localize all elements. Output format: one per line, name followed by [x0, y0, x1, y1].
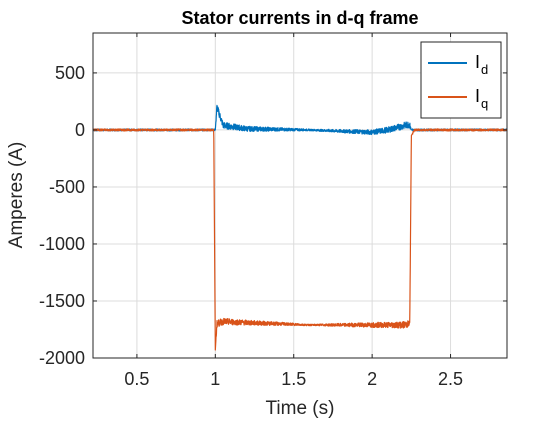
x-tick-label: 1.5 — [281, 369, 306, 389]
y-tick-label: 0 — [75, 120, 85, 140]
legend-box — [420, 41, 502, 119]
y-axis-label: Amperes (A) — [6, 142, 27, 249]
series-line-q — [92, 128, 508, 351]
x-tick-label: 2.5 — [438, 369, 463, 389]
plot-border — [92, 32, 508, 359]
chart-title: Stator currents in d-q frame — [181, 8, 418, 28]
x-tick-label: 2 — [367, 369, 377, 389]
x-tick-label: 0.5 — [124, 369, 149, 389]
legend-label-id: Id — [475, 52, 488, 77]
y-tick-label: -1500 — [39, 291, 85, 311]
y-tick-label: -500 — [49, 177, 85, 197]
y-tick-label: -2000 — [39, 348, 85, 368]
legend: Id Iq — [420, 41, 502, 119]
series-layer — [92, 104, 508, 351]
x-tick-label: 1 — [210, 369, 220, 389]
legend-label-iq: Iq — [475, 86, 488, 111]
y-tick-label: 500 — [55, 63, 85, 83]
ticks: 0.5 1 1.5 2 2.5 500 0 -500 -1000 -1500 -2000 — [39, 33, 507, 389]
x-axis-label: Time (s) — [266, 398, 335, 419]
y-tick-label: -1000 — [39, 234, 85, 254]
